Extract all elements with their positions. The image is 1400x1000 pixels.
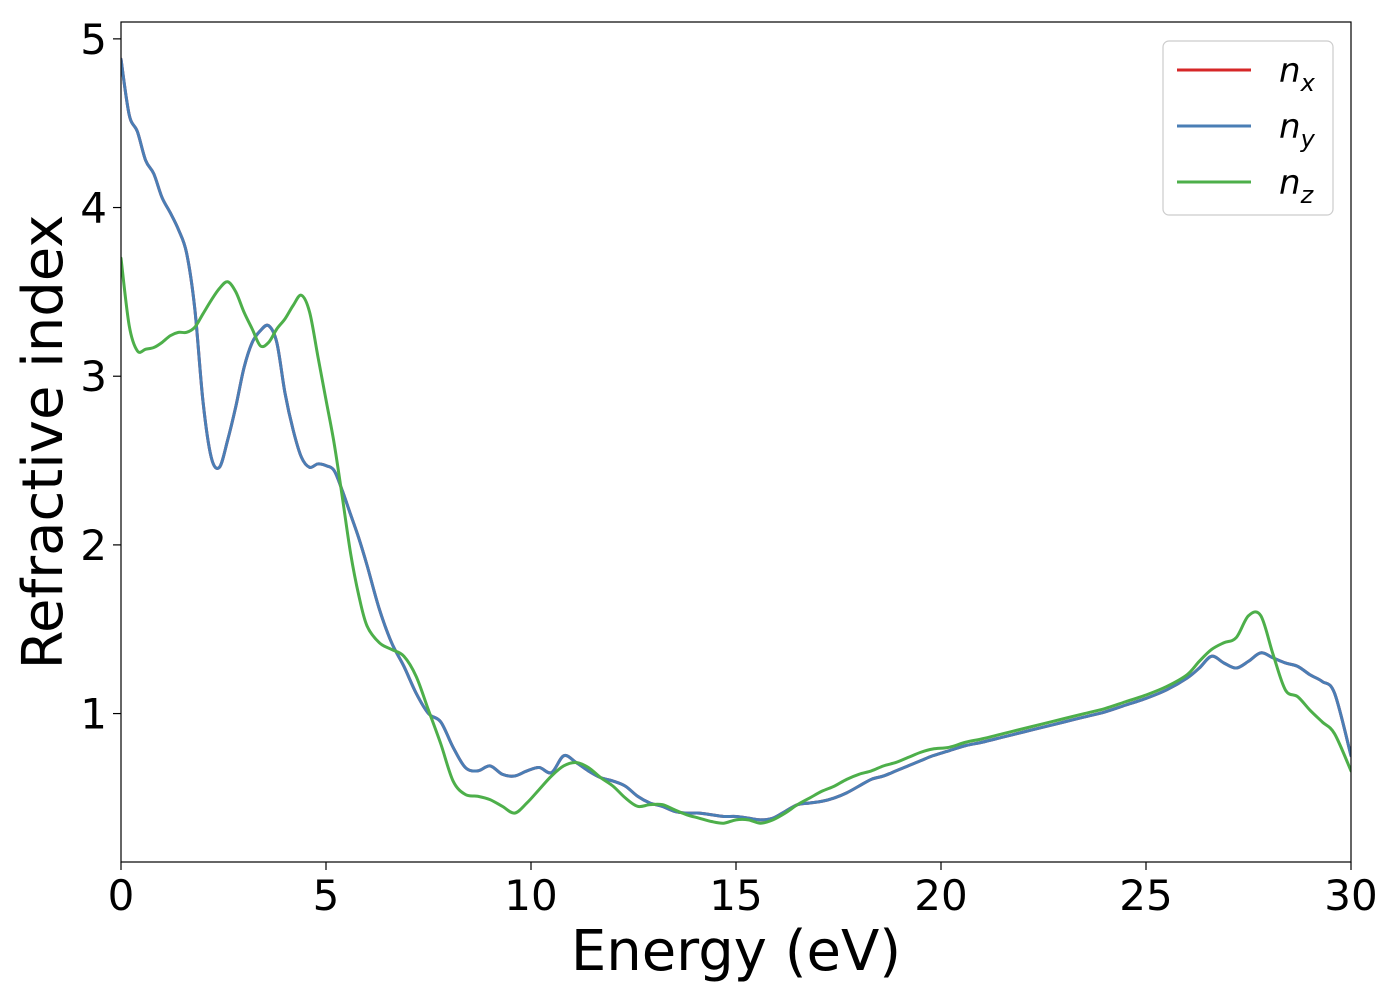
y-tick-label: 4: [80, 184, 107, 233]
x-tick-label: 0: [108, 871, 135, 920]
y-tick-label: 1: [80, 690, 107, 739]
x-tick-label: 30: [1324, 871, 1377, 920]
y-tick-label: 3: [80, 352, 107, 401]
y-tick-label: 5: [80, 15, 107, 64]
legend-label-nx: nx: [1279, 51, 1316, 97]
x-tick-label: 25: [1119, 871, 1172, 920]
series-line-ny: [121, 57, 1351, 822]
legend-label-subscript: z: [1300, 181, 1315, 209]
legend-label-subscript: x: [1300, 69, 1316, 97]
legend-label-base: n: [1279, 51, 1301, 91]
legend-label-base: n: [1279, 163, 1301, 203]
y-tick-label: 2: [80, 521, 107, 570]
x-tick-label: 20: [914, 871, 967, 920]
legend-box: [1162, 40, 1334, 216]
legend-label-base: n: [1279, 107, 1301, 147]
x-axis-label: Energy (eV): [571, 919, 901, 984]
y-axis-ticks: 1 2 3 4 5: [80, 15, 121, 739]
series-group: [121, 57, 1351, 825]
legend-label-nz: nz: [1279, 163, 1315, 209]
legend-label-subscript: y: [1300, 125, 1316, 153]
series-line-nz: [121, 256, 1351, 825]
x-tick-label: 15: [709, 871, 762, 920]
legend-label-ny: ny: [1279, 107, 1316, 153]
x-axis-ticks: 0 5 10 15 20 25 30: [108, 862, 1378, 920]
x-tick-label: 5: [313, 871, 340, 920]
y-axis-label: Refractive index: [11, 215, 76, 670]
x-tick-label: 10: [504, 871, 557, 920]
